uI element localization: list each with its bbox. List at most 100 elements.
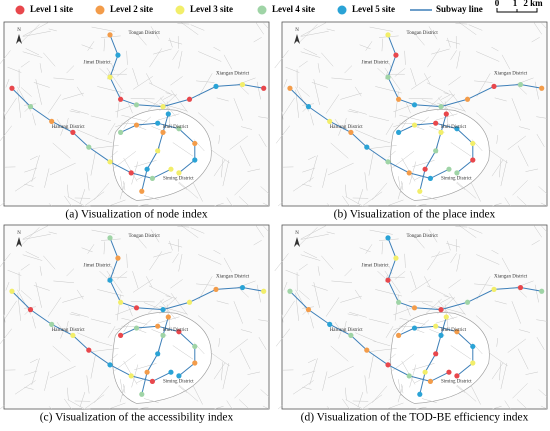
road bbox=[302, 370, 316, 376]
road bbox=[330, 142, 349, 159]
road bbox=[181, 22, 199, 35]
road bbox=[168, 40, 183, 45]
road bbox=[116, 294, 121, 321]
road bbox=[110, 353, 118, 361]
road bbox=[44, 168, 50, 188]
district-label: Jimei District bbox=[84, 61, 112, 66]
road bbox=[262, 405, 270, 410]
legend-label: Level 4 site bbox=[272, 4, 315, 14]
road bbox=[298, 87, 310, 97]
road bbox=[393, 326, 403, 331]
road bbox=[172, 142, 194, 157]
road bbox=[178, 384, 199, 402]
station bbox=[305, 104, 312, 110]
road bbox=[71, 311, 89, 318]
road bbox=[81, 247, 93, 253]
station bbox=[464, 299, 471, 305]
road bbox=[123, 323, 130, 332]
road bbox=[128, 103, 133, 114]
road bbox=[132, 271, 139, 289]
road bbox=[132, 279, 153, 293]
road bbox=[307, 358, 316, 364]
road bbox=[326, 231, 335, 235]
subway-line bbox=[109, 34, 264, 108]
road bbox=[20, 60, 30, 68]
station bbox=[70, 129, 76, 135]
road bbox=[263, 22, 270, 30]
road bbox=[147, 298, 164, 314]
road bbox=[517, 348, 529, 370]
district-label: Huli District bbox=[163, 125, 189, 130]
station bbox=[133, 325, 140, 331]
road bbox=[223, 54, 233, 70]
road bbox=[115, 103, 138, 113]
station bbox=[385, 277, 391, 283]
road bbox=[431, 251, 450, 258]
road bbox=[239, 348, 251, 370]
road bbox=[533, 225, 542, 238]
north-arrow bbox=[16, 237, 22, 247]
road bbox=[43, 52, 56, 67]
road bbox=[387, 402, 404, 409]
road bbox=[412, 234, 425, 249]
road bbox=[512, 77, 534, 86]
road bbox=[84, 394, 105, 410]
road bbox=[115, 326, 125, 331]
road bbox=[0, 125, 12, 142]
road bbox=[49, 162, 76, 176]
station bbox=[107, 32, 113, 38]
station bbox=[118, 96, 124, 102]
station bbox=[160, 307, 166, 313]
road bbox=[213, 159, 226, 177]
road bbox=[218, 337, 221, 347]
road bbox=[372, 182, 388, 200]
road bbox=[20, 87, 32, 97]
map-panel: Tongan District Jimei District Xiangan Dis… bbox=[274, 224, 548, 424]
station bbox=[261, 288, 267, 294]
district-label: Jimei District bbox=[362, 61, 390, 66]
station bbox=[9, 288, 15, 294]
road bbox=[197, 112, 215, 127]
station bbox=[70, 332, 76, 338]
road bbox=[222, 363, 230, 390]
panel-caption: (a) Visualization of node index bbox=[65, 209, 207, 221]
road bbox=[134, 31, 147, 46]
road bbox=[470, 385, 481, 405]
road bbox=[512, 280, 534, 289]
road bbox=[456, 181, 477, 199]
road bbox=[365, 41, 373, 51]
road bbox=[221, 158, 224, 178]
station bbox=[107, 277, 113, 283]
road bbox=[76, 86, 84, 97]
station bbox=[438, 129, 444, 135]
station bbox=[287, 288, 293, 294]
road bbox=[143, 398, 159, 403]
road bbox=[340, 92, 362, 100]
district-label: Tongan District bbox=[129, 31, 161, 36]
road bbox=[343, 117, 347, 130]
road bbox=[114, 354, 137, 371]
road bbox=[534, 81, 539, 100]
subway-line bbox=[109, 237, 264, 311]
road bbox=[172, 345, 194, 360]
road bbox=[256, 284, 261, 303]
road bbox=[240, 126, 253, 130]
road bbox=[500, 363, 508, 390]
district-label: Tongan District bbox=[407, 234, 439, 239]
station bbox=[454, 329, 460, 335]
road bbox=[456, 254, 461, 272]
north-label: N bbox=[17, 231, 21, 236]
station bbox=[165, 314, 171, 320]
road bbox=[92, 145, 119, 149]
road bbox=[417, 319, 430, 331]
north-arrow bbox=[16, 34, 22, 44]
road bbox=[393, 123, 403, 128]
station bbox=[385, 235, 391, 241]
road bbox=[110, 150, 118, 158]
road bbox=[52, 142, 71, 159]
road bbox=[448, 90, 466, 113]
road bbox=[303, 48, 318, 56]
road bbox=[126, 253, 128, 268]
road bbox=[67, 196, 85, 207]
road bbox=[94, 385, 110, 403]
